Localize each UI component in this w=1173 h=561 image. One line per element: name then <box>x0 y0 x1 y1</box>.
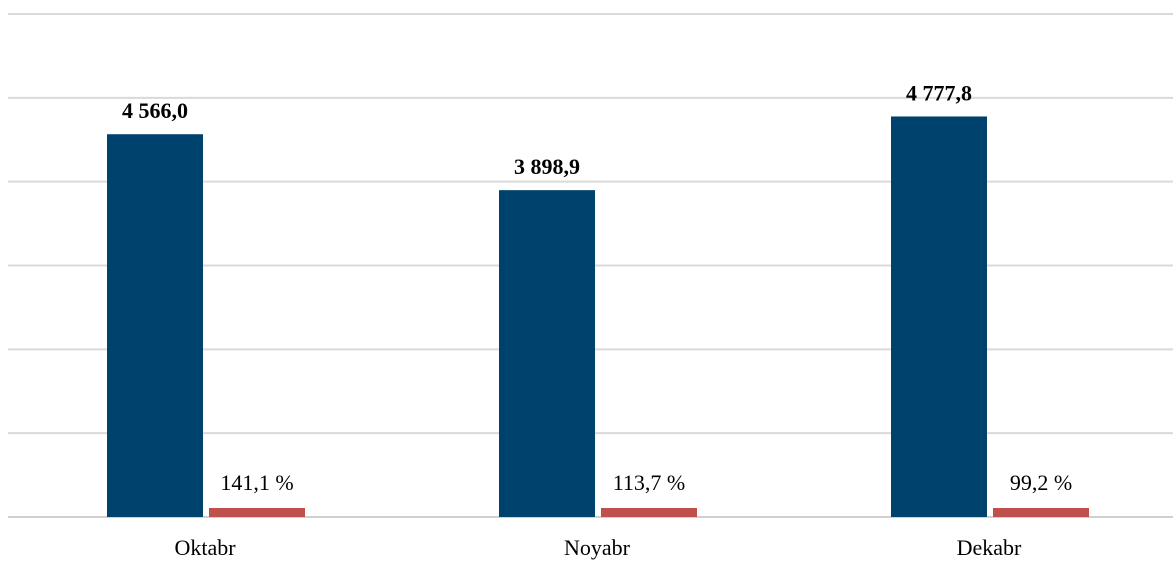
bar-value <box>499 190 595 517</box>
bars <box>107 116 1089 518</box>
bar-percent <box>601 508 697 517</box>
percent-label: 141,1 % <box>220 470 293 495</box>
value-label: 4 777,8 <box>906 80 972 105</box>
value-label: 4 566,0 <box>122 98 188 123</box>
category-label: Dekabr <box>957 535 1022 560</box>
percent-label: 99,2 % <box>1010 470 1072 495</box>
percent-label: 113,7 % <box>613 470 686 495</box>
bar-value <box>891 116 987 518</box>
category-labels: Oktabr Noyabr Dekabr <box>174 535 1022 560</box>
bar-percent <box>993 508 1089 517</box>
value-label: 3 898,9 <box>514 154 580 179</box>
bar-percent <box>209 508 305 517</box>
bar-value <box>107 134 203 518</box>
category-label: Noyabr <box>564 535 631 560</box>
data-labels: 4 566,0 141,1 % 3 898,9 113,7 % 4 777,8 99,2 … <box>122 80 1072 495</box>
category-label: Oktabr <box>174 535 236 560</box>
